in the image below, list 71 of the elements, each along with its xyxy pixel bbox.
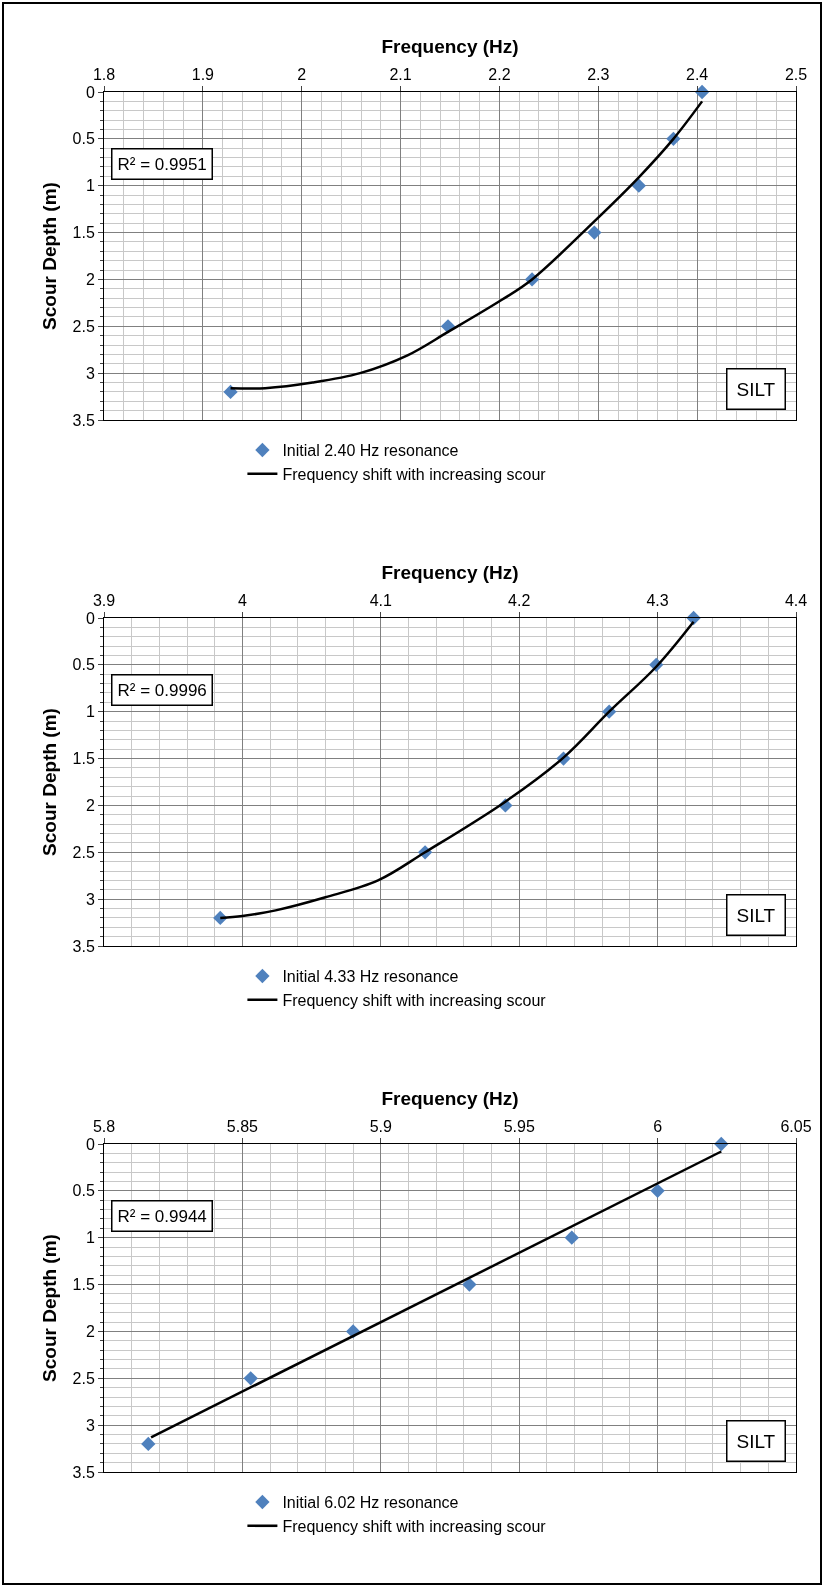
y-tick-label: 0 (85, 83, 95, 101)
x-tick-label: 2 (297, 65, 307, 83)
x-tick-label: 5.85 (226, 1117, 259, 1135)
annotation: R² = 0.9944 (117, 1206, 207, 1226)
point (631, 178, 646, 193)
annotation: R² = 0.9996 (117, 680, 207, 700)
x-tick-label: 2.4 (686, 65, 709, 83)
y-tick-label: 2 (85, 1323, 95, 1341)
y-tick-label: 2.5 (72, 317, 95, 335)
y-tick-label: 1.5 (72, 224, 95, 242)
y-tick-label: 3.5 (72, 1463, 95, 1481)
x-axis-title: Frequency (Hz) (381, 562, 519, 584)
point (141, 1436, 156, 1452)
point (223, 384, 238, 400)
y-axis-title: Scour Depth (m) (39, 1234, 61, 1382)
x-tick-label: 2.5 (784, 65, 808, 83)
x-tick-label: 4.1 (369, 591, 393, 609)
point (694, 84, 710, 100)
point (587, 225, 602, 240)
y-tick-label: 0.5 (72, 1182, 95, 1200)
y-axis-title: Scour Depth (m) (39, 182, 61, 330)
y-tick-label: 0.5 (72, 656, 95, 674)
y-tick-label: 1 (85, 1229, 95, 1247)
annotation: R² = 0.9951 (117, 154, 207, 174)
x-tick-label: 2.1 (389, 65, 412, 83)
x-tick-label: 3.9 (92, 591, 116, 609)
y-tick-label: 0 (85, 1135, 95, 1153)
x-tick-label: 1.8 (92, 65, 116, 83)
legend-label: Frequency shift with increasing scour (282, 1518, 547, 1536)
y-tick-label: 0 (85, 609, 95, 627)
y-tick-label: 3 (85, 890, 95, 908)
x-tick-label: 2.3 (587, 65, 610, 83)
y-tick-label: 1.5 (72, 750, 95, 768)
y-tick-label: 3.5 (72, 937, 95, 955)
y-axis-title: Scour Depth (m) (39, 708, 61, 856)
y-tick-label: 1 (85, 177, 95, 195)
y-tick-label: 2.5 (72, 1369, 95, 1387)
y-tick-label: 2 (85, 271, 95, 289)
point (462, 1277, 477, 1292)
x-tick-label: 4 (237, 591, 247, 609)
x-tick-label: 5.95 (503, 1117, 535, 1135)
annotation: SILT (736, 904, 776, 926)
y-tick-label: 3 (85, 364, 95, 382)
x-tick-label: 4.2 (508, 591, 531, 609)
y-tick-label: 1.5 (72, 1276, 95, 1294)
x-tick-label: 4.3 (646, 591, 669, 609)
legend-label: Frequency shift with increasing scour (282, 466, 547, 484)
annotation: SILT (736, 1430, 776, 1452)
annotation: SILT (736, 378, 776, 400)
legend-label: Frequency shift with increasing scour (282, 992, 547, 1010)
y-tick-label: 2 (85, 797, 95, 815)
x-tick-label: 1.9 (191, 65, 215, 83)
legend-label: Initial 2.40 Hz resonance (282, 442, 459, 460)
x-tick-label: 5.9 (369, 1117, 393, 1135)
legend-label: Initial 6.02 Hz resonance (282, 1494, 459, 1512)
point (564, 1230, 579, 1245)
x-axis-title: Frequency (Hz) (381, 1088, 519, 1110)
x-tick-label: 2.2 (488, 65, 511, 83)
y-tick-label: 2.5 (72, 843, 95, 861)
y-tick-label: 1 (85, 703, 95, 721)
x-tick-label: 6 (653, 1117, 663, 1135)
point (243, 1371, 258, 1386)
legend-label: Initial 4.33 Hz resonance (282, 968, 459, 986)
y-tick-label: 3 (85, 1416, 95, 1434)
point (650, 1183, 665, 1199)
x-axis-title: Frequency (Hz) (381, 36, 519, 58)
x-tick-label: 5.8 (92, 1117, 116, 1135)
y-tick-label: 0.5 (72, 130, 95, 148)
y-tick-label: 3.5 (72, 411, 95, 429)
x-tick-label: 4.4 (784, 591, 808, 609)
x-tick-label: 6.05 (780, 1117, 812, 1135)
